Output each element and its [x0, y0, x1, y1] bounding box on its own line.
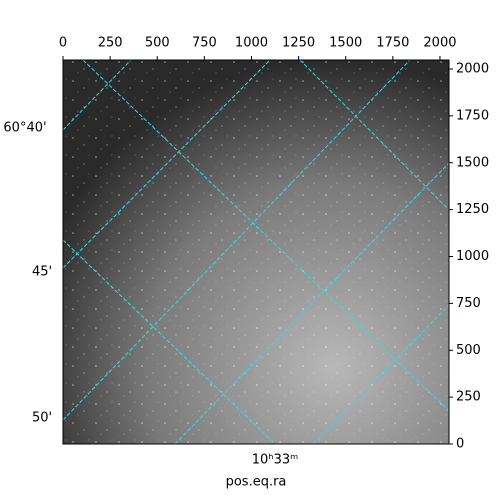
x-axis-label: pos.eq.ra [226, 475, 287, 490]
y-tick-label: 0 [456, 437, 464, 452]
x-tick-label: 750 [192, 36, 217, 51]
y-tick-label: 1750 [456, 108, 489, 123]
dec-tick-label: 50' [32, 411, 52, 426]
y-tick-label: 750 [456, 296, 481, 311]
x-tick-label: 1500 [329, 36, 362, 51]
frame [62, 59, 450, 445]
x-tick-label: 250 [98, 36, 123, 51]
sky-image [63, 60, 449, 444]
dec-tick-label: 45' [32, 265, 52, 280]
y-tick-label: 250 [456, 390, 481, 405]
coordinate-grid [63, 60, 449, 444]
x-tick-label: 1000 [235, 36, 268, 51]
dec-tick-label: 60°40' [3, 121, 46, 136]
y-tick-label: 2000 [456, 62, 489, 77]
x-tick-label: 500 [145, 36, 170, 51]
y-tick-label: 500 [456, 343, 481, 358]
x-tick-label: 2000 [423, 36, 456, 51]
x-tick-label: 0 [59, 36, 67, 51]
x-tick-label: 1250 [282, 36, 315, 51]
ra-tick-label: 10ʰ33ᵐ [252, 453, 298, 468]
y-tick-label: 1500 [456, 155, 489, 170]
x-tick-label: 1750 [376, 36, 409, 51]
y-tick-label: 1000 [456, 249, 489, 264]
y-tick-label: 1250 [456, 202, 489, 217]
